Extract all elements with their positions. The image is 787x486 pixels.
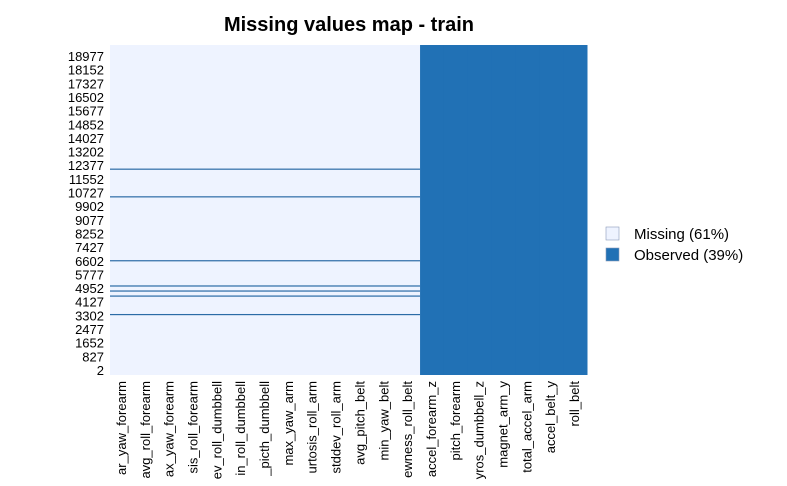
row-tick-label: 15677 — [68, 104, 104, 119]
column-tick-label: accel_forearm_z — [424, 381, 439, 477]
column-tick-label: in_roll_dumbbell — [233, 381, 248, 476]
column-tick-label: avg_roll_forearm — [138, 381, 153, 479]
column-tick-label: _picth_dumbbell — [257, 381, 272, 477]
column-cell-accel_belt_y — [539, 45, 564, 375]
observed-row-stripe — [110, 313, 421, 316]
row-tick-label: 2477 — [75, 322, 104, 337]
column-tick-labels: ar_yaw_forearm avg_roll_forearm ax_yaw_for… — [114, 381, 582, 480]
column-cell-min_yaw_belt — [372, 45, 397, 375]
row-tick-label: 5777 — [75, 267, 104, 282]
observed-row-stripes — [110, 168, 421, 316]
observed-row-stripe — [110, 285, 421, 287]
column-tick-label: urtosis_roll_arm — [305, 381, 320, 473]
observed-row-stripe — [110, 295, 421, 297]
row-tick-label: 9902 — [75, 199, 104, 214]
column-tick-label: magnet_arm_y — [496, 381, 511, 468]
column-cell-max_yaw_arm — [276, 45, 302, 375]
column-tick-label: total_accel_arm — [519, 381, 534, 473]
row-tick-label: 7427 — [75, 240, 104, 255]
column-cell-max_yaw_forearm — [157, 45, 183, 375]
column-tick-label: min_yaw_belt — [376, 381, 391, 461]
column-tick-label: ev_roll_dumbbell — [209, 381, 224, 479]
column-tick-label: avg_pitch_belt — [352, 381, 367, 465]
column-cell-stddev_roll_arm — [324, 45, 349, 375]
column-tick-label: ax_yaw_forearm — [162, 381, 177, 477]
column-cell-total_accel_arm — [515, 45, 540, 375]
column-cell-stddev_roll_dumbbell — [205, 45, 230, 375]
row-tick-label: 6602 — [75, 254, 104, 269]
column-tick-label: pitch_forearm — [448, 381, 463, 460]
row-tick-label: 14852 — [68, 117, 104, 132]
observed-row-stripe — [110, 290, 421, 292]
column-cell-var_yaw_forearm — [110, 45, 135, 375]
column-cell-avg_pitch_belt — [348, 45, 373, 375]
observed-row-stripe — [110, 196, 421, 198]
column-cell-gyros_dumbbell_z — [467, 45, 493, 375]
row-tick-label: 827 — [82, 349, 104, 364]
row-tick-labels: 1897718152173271650215677148521402713202… — [68, 49, 104, 378]
legend-swatch — [605, 247, 620, 262]
column-tick-label: max_yaw_arm — [281, 381, 296, 466]
row-tick-label: 12377 — [68, 158, 104, 173]
column-cell-accel_forearm_z — [420, 45, 445, 375]
column-cell-max_picth_dumbbell — [253, 45, 278, 375]
column-cell-pitch_forearm — [443, 45, 469, 375]
legend-swatch — [605, 226, 620, 241]
row-tick-label: 18977 — [68, 49, 104, 64]
row-tick-label: 11552 — [69, 172, 104, 187]
column-cell-magnet_arm_y — [491, 45, 516, 375]
row-tick-label: 1652 — [75, 336, 104, 351]
row-tick-label: 3302 — [75, 308, 104, 323]
row-tick-label: 9077 — [75, 213, 104, 228]
column-cell-kurtosis_roll_arm — [300, 45, 326, 375]
row-tick-label: 8252 — [75, 226, 104, 241]
row-tick-label: 18152 — [68, 63, 104, 78]
row-tick-label: 4952 — [75, 281, 104, 296]
heatmap-cells — [110, 45, 588, 375]
column-tick-label: ar_yaw_forearm — [114, 381, 129, 475]
row-tick-label: 10727 — [68, 186, 104, 201]
column-cell-min_roll_dumbbell — [229, 45, 254, 375]
row-tick-label: 16502 — [68, 90, 104, 105]
row-tick-label: 4127 — [75, 295, 104, 310]
column-cell-roll_belt — [563, 45, 588, 375]
row-tick-label: 13202 — [68, 145, 104, 160]
row-tick-label: 2 — [97, 363, 104, 378]
column-tick-label: ewness_roll_belt — [400, 381, 415, 478]
column-cell-skewness_roll_belt — [396, 45, 421, 375]
column-cell-kurtosis_roll_forearm — [181, 45, 206, 375]
column-cell-avg_roll_forearm — [133, 45, 159, 375]
row-tick-label: 14027 — [68, 131, 104, 146]
row-tick-label: 17327 — [68, 76, 104, 91]
column-tick-label: accel_belt_y — [543, 381, 558, 454]
observed-row-stripe — [110, 260, 421, 262]
column-tick-label: sis_roll_forearm — [185, 381, 200, 473]
observed-row-stripe — [110, 168, 421, 170]
column-tick-label: yros_dumbbell_z — [472, 381, 487, 479]
column-tick-label: roll_belt — [567, 381, 582, 427]
chart-title: Missing values map - train — [224, 14, 474, 36]
legend: Missing (61%) Observed (39%) — [605, 226, 743, 264]
column-tick-label: stddev_roll_arm — [329, 381, 344, 474]
legend-label: Missing (61%) — [634, 226, 729, 243]
legend-label: Observed (39%) — [634, 247, 743, 264]
